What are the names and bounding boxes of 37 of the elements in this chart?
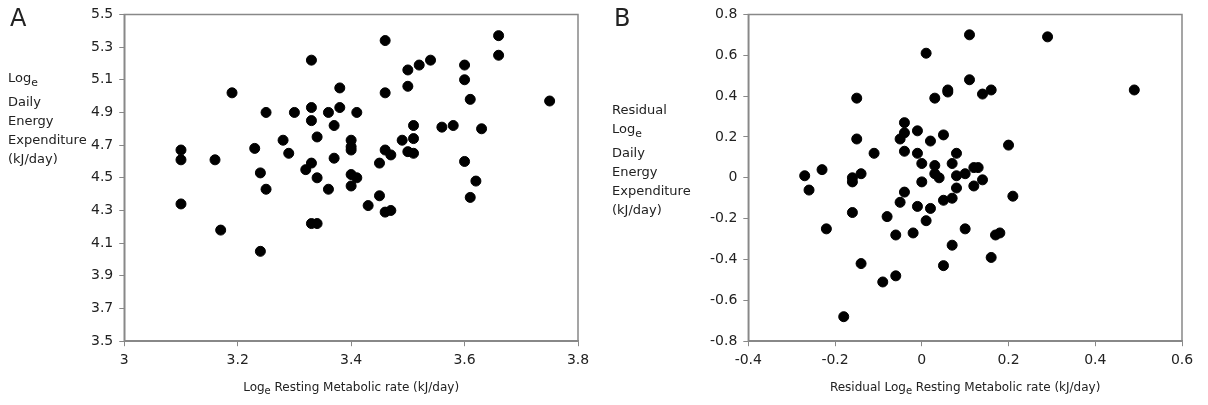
x-tick-label: 0.6 bbox=[1170, 351, 1194, 368]
y-tick-label: -0.2 bbox=[709, 209, 738, 226]
y-tick-label: 0 bbox=[728, 168, 738, 185]
x-axis-title: Residual Log$_{e}$ Resting Metabolic rate (kJ/day) bbox=[828, 380, 1102, 397]
x-tick-label: 3 bbox=[119, 351, 129, 368]
y-tick-label: 4.9 bbox=[91, 103, 114, 120]
y-tick-label: 4.7 bbox=[91, 135, 114, 152]
x-tick-label: 3.2 bbox=[226, 351, 249, 368]
y-tick-label: 3.5 bbox=[91, 331, 114, 348]
y-tick-label: 3.7 bbox=[91, 299, 114, 316]
y-tick-label: 0.2 bbox=[715, 127, 738, 144]
x-tick-label: 3.4 bbox=[340, 351, 363, 368]
y-tick-label: 0.4 bbox=[715, 86, 738, 103]
y-tick-label: -0.4 bbox=[709, 250, 738, 267]
y-tick-label: 5.5 bbox=[91, 5, 114, 22]
x-tick-label: 0.2 bbox=[997, 351, 1020, 368]
x-tick-label: 3.8 bbox=[566, 351, 590, 368]
x-axis-title: Log$_{e}$ Resting Metabolic rate (kJ/day) bbox=[242, 380, 461, 397]
x-tick-label: 0 bbox=[917, 351, 927, 368]
y-tick-label: -0.8 bbox=[709, 331, 738, 348]
y-tick-label: 5.1 bbox=[91, 70, 114, 87]
y-tick-label: 4.3 bbox=[91, 201, 114, 218]
y-tick-label: 4.1 bbox=[91, 233, 114, 250]
x-tick-label: -0.4 bbox=[734, 351, 763, 368]
y-tick-label: 0.8 bbox=[715, 5, 738, 22]
y-axis-title: Log$_{e}$ Daily Energy Expenditure (kJ/day) bbox=[8, 69, 87, 168]
y-tick-label: 5.3 bbox=[91, 37, 114, 54]
y-tick-label: 4.5 bbox=[91, 168, 114, 185]
x-tick-label: 0.4 bbox=[1084, 351, 1107, 368]
chart-title: B bbox=[614, 4, 631, 32]
y-tick-label: 3.9 bbox=[91, 266, 114, 283]
y-tick-label: -0.6 bbox=[709, 290, 738, 307]
chart-title: A bbox=[10, 4, 27, 32]
x-tick-label: -0.2 bbox=[821, 351, 849, 368]
x-tick-label: 3.6 bbox=[453, 351, 476, 368]
y-tick-label: 0.6 bbox=[715, 45, 738, 62]
y-axis-title: Residual Log$_{e}$ Daily Energy Expenditure (kJ/day) bbox=[612, 101, 692, 219]
